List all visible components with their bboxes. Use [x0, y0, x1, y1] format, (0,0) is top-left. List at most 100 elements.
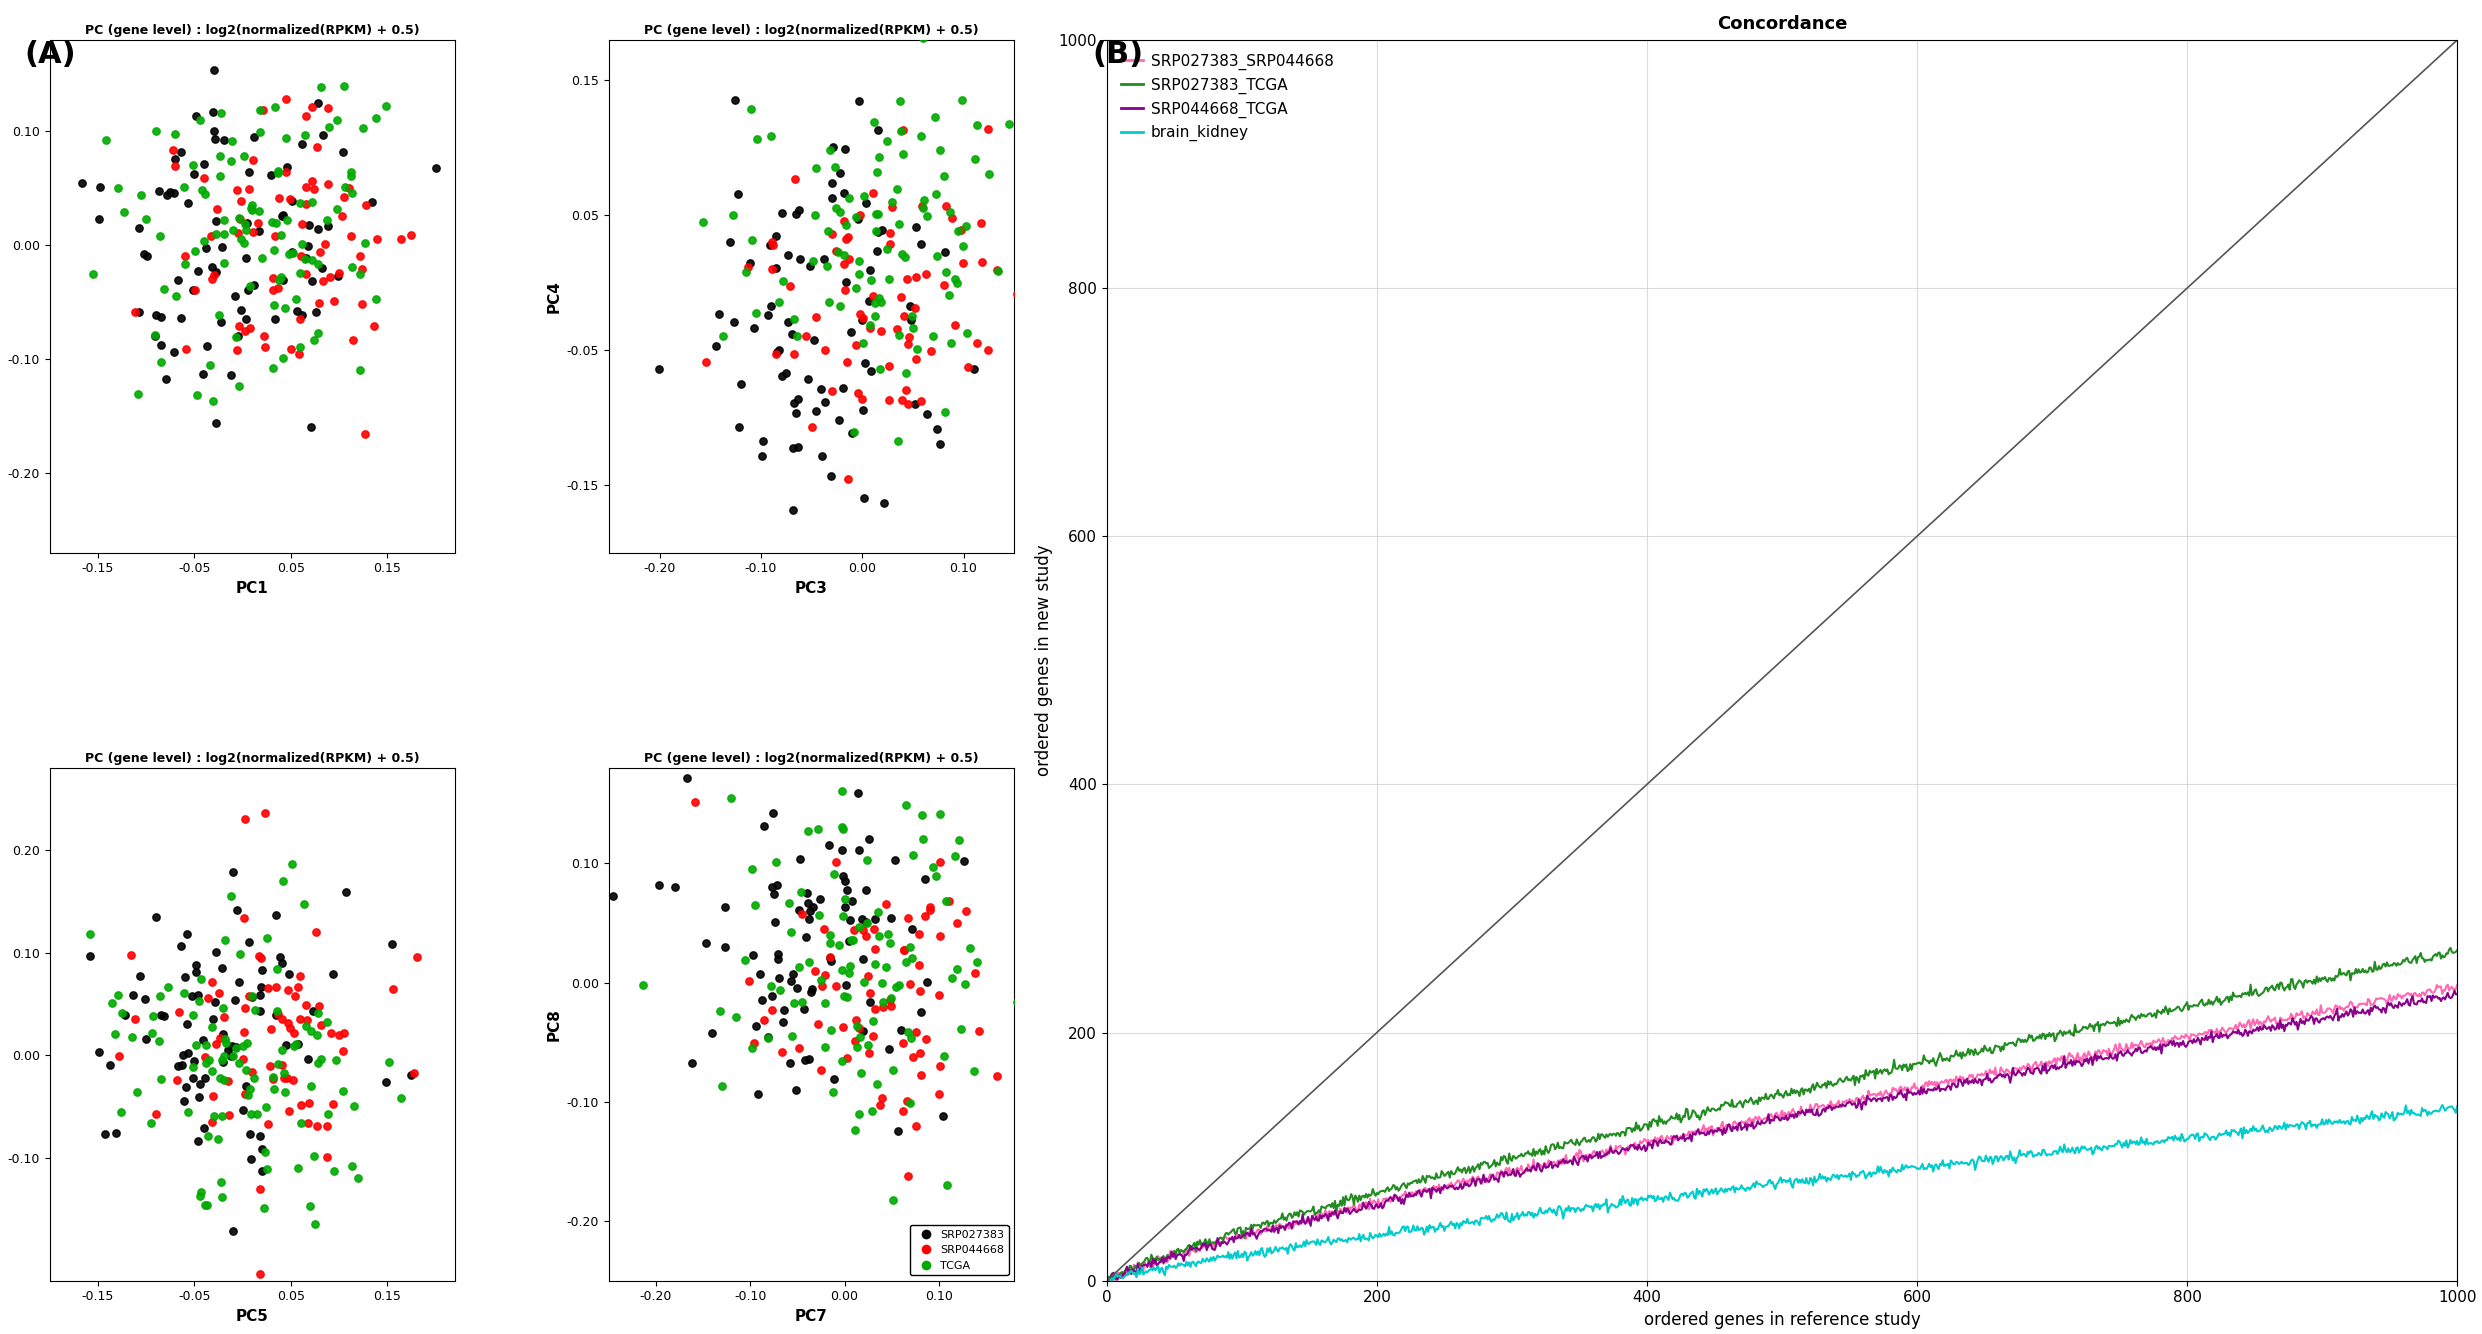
Point [201, 101, 241, 123]
Point [263, 1054, 303, 1075]
Point [263, 204, 303, 225]
Point [752, 986, 792, 1007]
Point [861, 972, 901, 994]
SRP027383_TCGA [2375, 956, 2405, 972]
Point [854, 181, 894, 203]
Point [787, 820, 827, 842]
Point [1005, 148, 1045, 169]
Point [141, 307, 181, 328]
Point [226, 320, 266, 342]
Point [720, 416, 759, 438]
Point [824, 870, 864, 891]
Point [916, 866, 956, 887]
Point [340, 360, 380, 382]
Point [258, 1003, 298, 1025]
Point [938, 221, 978, 243]
Point [308, 1146, 347, 1167]
Point [248, 978, 288, 999]
Point [194, 1106, 233, 1127]
Point [179, 1130, 218, 1151]
Point [184, 1046, 223, 1067]
Point [333, 181, 372, 203]
Point [127, 208, 166, 229]
Point [268, 209, 308, 231]
Point [79, 208, 119, 229]
Point [201, 1186, 241, 1207]
Point [715, 1007, 755, 1029]
Point [779, 436, 819, 458]
Point [844, 307, 884, 328]
Point [191, 256, 231, 277]
Point [323, 75, 362, 96]
Point [856, 954, 896, 975]
Point [725, 950, 764, 971]
Point [908, 205, 948, 227]
Point [256, 212, 295, 233]
Point [79, 176, 119, 197]
Point [879, 975, 918, 996]
Point [968, 340, 1008, 362]
Point [231, 275, 271, 296]
Point [792, 416, 831, 438]
Point [184, 167, 223, 188]
Point [740, 963, 779, 984]
Point [303, 257, 343, 279]
Point [196, 1034, 236, 1055]
Point [894, 317, 933, 339]
Point [87, 129, 127, 151]
Point [839, 263, 879, 284]
SRP027383_TCGA [1092, 1273, 1122, 1289]
Point [787, 892, 827, 914]
Point [318, 109, 357, 131]
Point [256, 225, 295, 247]
Point [859, 924, 898, 946]
Point [799, 888, 839, 910]
Point [159, 1055, 199, 1077]
Point [692, 1022, 732, 1043]
Point [310, 1023, 350, 1045]
Point [218, 1053, 258, 1074]
Point [797, 305, 836, 327]
Point [876, 177, 916, 199]
Point [891, 296, 931, 317]
Point [958, 1021, 998, 1042]
Point [204, 252, 243, 273]
Point [308, 1011, 347, 1033]
Point [802, 968, 841, 990]
Point [226, 998, 266, 1019]
Point [861, 292, 901, 313]
Point [154, 139, 194, 160]
Point [174, 280, 213, 301]
Point [948, 321, 988, 343]
Point [869, 355, 908, 376]
Point [186, 1051, 226, 1073]
Point [335, 1095, 375, 1117]
Point [298, 92, 338, 113]
Point [789, 1049, 829, 1070]
Point [926, 1174, 965, 1195]
Point [846, 192, 886, 213]
Point [295, 329, 335, 351]
Point [822, 816, 861, 838]
Point [241, 1126, 280, 1147]
Point [191, 1059, 231, 1081]
X-axis label: PC7: PC7 [794, 1309, 829, 1323]
Y-axis label: PC4: PC4 [546, 280, 561, 312]
Point [871, 995, 911, 1017]
Point [854, 1025, 894, 1046]
Title: PC (gene level) : log2(normalized(RPKM) + 0.5): PC (gene level) : log2(normalized(RPKM) … [645, 24, 978, 37]
Point [896, 394, 936, 415]
Point [812, 172, 851, 193]
Point [159, 1000, 199, 1022]
Point [253, 279, 293, 300]
Point [211, 364, 251, 386]
Point [241, 99, 280, 120]
Point [159, 269, 199, 291]
Point [921, 926, 961, 947]
Point [889, 334, 928, 355]
Point [913, 856, 953, 878]
Point [357, 288, 397, 309]
Point [288, 1049, 328, 1070]
Point [263, 1067, 303, 1089]
Point [809, 947, 849, 968]
